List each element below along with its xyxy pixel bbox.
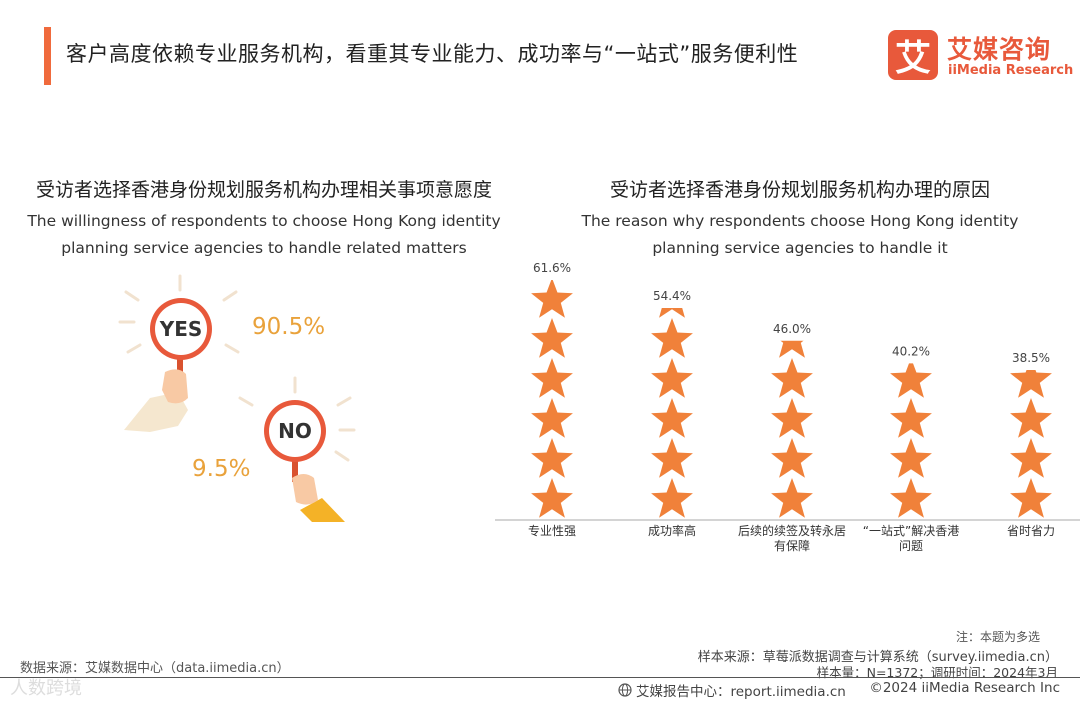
star-mark [771,278,813,318]
star-mark [771,438,813,478]
star-mark [890,398,932,438]
right-chart-title: 受访者选择香港身份规划服务机构办理的原因 [609,179,990,201]
star-mark [1010,478,1052,518]
value-label: 40.2% [892,344,930,358]
bar-4 [890,278,932,518]
category-label: “一站式”解决香港 [863,524,959,538]
category-label: 问题 [899,539,923,553]
star-mark [890,438,932,478]
bar-3 [771,278,813,518]
yes-rays-icon [118,274,240,354]
yes-hand-icon [162,369,188,404]
yes-handle-icon [177,355,183,380]
yes-sign-label: YES [155,303,207,355]
left-subtitle-line2: planning service agencies to handle rela… [61,239,467,257]
multi-select-note: 注：本题为多选 [955,630,1040,644]
no-rays-icon [238,376,356,462]
star-mark [890,278,932,318]
star-mark [531,318,573,358]
no-handle-icon [292,460,298,482]
right-subtitle-line1: The reason why respondents choose Hong K… [581,212,1019,230]
star-mark [651,318,693,358]
brand-logo: 艾 艾媒咨询 iiMedia Research [888,30,1073,82]
yes-sign: YES [150,298,212,360]
star-mark [1010,438,1052,478]
watermark: 人数跨境 [10,678,82,699]
value-label: 38.5% [1012,351,1050,365]
sample-source: 样本来源：草莓派数据调查与计算系统（survey.iimedia.cn） [697,650,1058,665]
star-mark [890,478,932,518]
star-mark [531,358,573,398]
left-chart-title: 受访者选择香港身份规划服务机构办理相关事项意愿度 [35,179,492,201]
globe-icon [618,683,632,697]
value-label: 46.0% [773,322,811,336]
data-source: 数据来源：艾媒数据中心（data.iimedia.cn） [20,661,290,676]
logo-name-en: iiMedia Research [948,63,1074,78]
logo-name-cn: 艾媒咨询 [947,35,1052,64]
star-mark [651,398,693,438]
no-hand-icon [292,474,318,505]
star-mark [531,398,573,438]
no-sign-label: NO [269,405,321,457]
yes-percent: 90.5% [252,314,326,340]
star-mark [531,478,573,518]
right-subtitle-line2: planning service agencies to handle it [652,239,948,257]
left-subtitle-line1: The willingness of respondents to choose… [27,212,501,230]
star-mark [659,308,685,318]
star-mark [771,398,813,438]
sample-size: 样本量：N=1372；调研时间：2024年3月 [816,665,1058,680]
header-accent-bar [44,27,51,85]
category-label: 有保障 [774,538,810,553]
value-label: 61.6% [533,261,571,275]
report-center-link[interactable]: 艾媒报告中心：report.iimedia.cn [636,684,846,700]
star-mark [779,340,805,358]
star-mark [890,363,932,398]
left-chart-subtitle: The willingness of respondents to choose… [0,208,528,262]
no-percent: 9.5% [192,456,251,482]
star-mark [651,478,693,518]
category-label: 省时省力 [1007,524,1055,538]
star-mark [531,438,573,478]
value-label: 54.4% [653,289,691,303]
category-label: 专业性强 [528,523,576,538]
no-sign: NO [264,400,326,462]
bar-2 [651,308,693,518]
star-mark [651,438,693,478]
category-label: 后续的续签及转永居 [738,523,846,538]
footer-divider [0,677,1080,678]
category-label: 成功率高 [648,523,696,538]
bar-5 [1010,278,1052,518]
page-title: 客户高度依赖专业服务机构，看重其专业能力、成功率与“一站式”服务便利性 [66,42,799,66]
star-mark [771,358,813,398]
footer-report-center[interactable]: 艾媒报告中心：report.iimedia.cn [618,680,846,700]
copyright: ©2024 iiMedia Research Inc [869,680,1060,696]
star-mark [1010,278,1052,318]
star-mark [531,280,573,318]
star-mark [771,478,813,518]
logo-mark-icon: 艾 [888,30,938,80]
star-mark [651,358,693,398]
right-chart-subtitle: The reason why respondents choose Hong K… [535,208,1065,262]
no-sleeve-icon [300,498,345,522]
star-mark [1010,370,1052,398]
bar-1 [531,280,573,518]
star-mark [1010,398,1052,438]
